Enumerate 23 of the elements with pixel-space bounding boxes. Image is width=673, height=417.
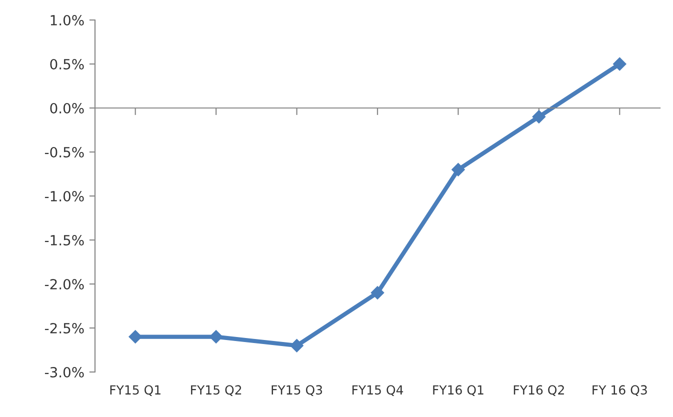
point [613,57,626,71]
x-tick-label: FY15 Q2 [191,385,242,396]
y-tick-label: 1.0% [50,14,84,26]
y-tick-label: 0.5% [50,58,84,70]
y-tick-label: -2.0% [44,278,84,290]
y-tick-label: -0.5% [44,146,84,158]
y-tick-label: -1.5% [44,234,84,246]
y-tick-label: -3.0% [44,366,84,378]
point [209,330,223,344]
point [128,330,142,344]
y-tick-label: -2.5% [44,322,84,334]
x-tick-label: FY15 Q4 [352,385,404,396]
y-tick-label: -1.0% [44,190,84,202]
x-tick-label: FY15 Q3 [272,385,322,396]
x-tick-label: FY16 Q2 [514,385,564,396]
point [290,339,304,352]
x-tick-label: FY 16 Q3 [592,385,647,396]
y-tick-label: 0.0% [50,102,84,114]
point [532,110,546,124]
x-tick-label: FY16 Q1 [433,385,484,396]
point [370,286,384,300]
point [452,163,465,176]
x-tick-label: FY15 Q1 [110,385,160,396]
